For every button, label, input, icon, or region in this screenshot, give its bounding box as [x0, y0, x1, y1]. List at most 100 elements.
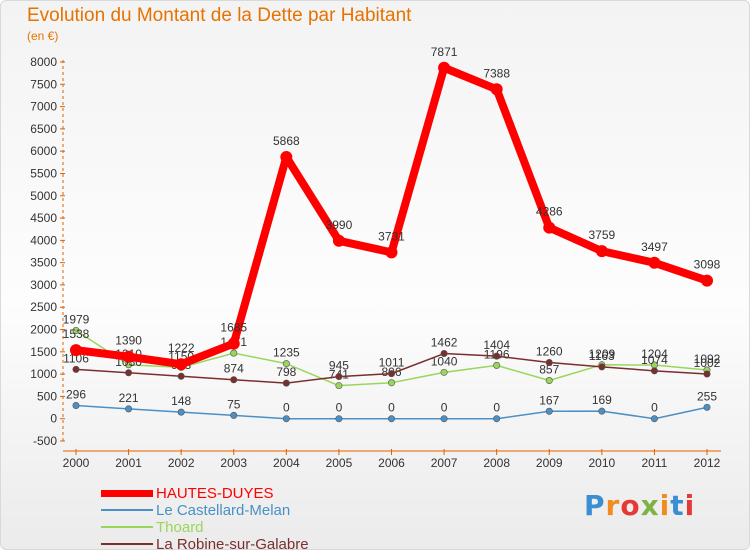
- data-label-le-castellard-melan: 0: [283, 401, 290, 415]
- data-label-hautes-duyes: 3759: [588, 228, 615, 242]
- data-label-la-robine-sur-galabre: 874: [224, 362, 244, 376]
- data-label-hautes-duyes: 3497: [641, 240, 668, 254]
- data-label-hautes-duyes: 3990: [326, 218, 353, 232]
- data-point-la-robine-sur-galabre: [493, 352, 501, 360]
- data-point-la-robine-sur-galabre: [282, 379, 290, 387]
- x-tick-label: 2009: [536, 456, 563, 470]
- data-point-hautes-duyes: [648, 256, 661, 269]
- data-point-le-castellard-melan: [703, 403, 711, 411]
- data-label-la-robine-sur-galabre: 1011: [379, 356, 405, 370]
- x-tick-label: 2000: [63, 456, 90, 470]
- data-point-la-robine-sur-galabre: [177, 372, 185, 380]
- y-tick-label: 3000: [30, 278, 57, 292]
- data-label-la-robine-sur-galabre: 1462: [431, 336, 458, 350]
- legend: HAUTES-DUYES Le Castellard-Melan Thoard …: [101, 485, 401, 550]
- data-label-hautes-duyes: 1538: [63, 327, 90, 341]
- legend-item-hautes-duyes[interactable]: HAUTES-DUYES: [101, 485, 401, 502]
- data-label-la-robine-sur-galabre: 798: [276, 365, 296, 379]
- data-point-hautes-duyes: [227, 337, 240, 350]
- data-label-thoard: 1204: [641, 347, 668, 361]
- data-point-hautes-duyes: [438, 61, 451, 74]
- y-tick-label: -500: [33, 434, 57, 448]
- data-point-la-robine-sur-galabre: [387, 370, 395, 378]
- data-label-hautes-duyes: 5868: [273, 134, 300, 148]
- y-tick-label: 2000: [30, 323, 57, 337]
- data-label-le-castellard-melan: 0: [651, 401, 658, 415]
- y-tick-label: 5000: [30, 189, 57, 203]
- data-label-thoard: 1040: [431, 354, 458, 368]
- legend-item-le-castellard-melan[interactable]: Le Castellard-Melan: [101, 502, 401, 519]
- data-point-thoard: [387, 379, 395, 387]
- logo-letter: i: [684, 489, 696, 522]
- data-point-le-castellard-melan: [493, 415, 501, 423]
- data-point-le-castellard-melan: [387, 415, 395, 423]
- data-point-hautes-duyes: [122, 350, 135, 363]
- data-label-thoard: 1092: [694, 352, 721, 366]
- y-tick-label: 7500: [30, 77, 57, 91]
- data-label-hautes-duyes: 3098: [694, 258, 721, 272]
- data-label-le-castellard-melan: 169: [592, 393, 612, 407]
- logo-letter: o: [620, 489, 641, 522]
- x-tick-label: 2003: [220, 456, 247, 470]
- data-label-hautes-duyes: 1390: [115, 334, 142, 348]
- legend-label-le-castellard-melan: Le Castellard-Melan: [156, 502, 291, 519]
- data-label-la-robine-sur-galabre: 1074: [641, 353, 668, 367]
- data-label-thoard: 1979: [63, 312, 90, 326]
- data-label-la-robine-sur-galabre: 1002: [694, 356, 721, 370]
- data-label-le-castellard-melan: 167: [539, 393, 559, 407]
- data-point-thoard: [282, 360, 290, 368]
- data-label-la-robine-sur-galabre: 1404: [483, 338, 510, 352]
- data-point-la-robine-sur-galabre: [598, 363, 606, 371]
- y-tick-label: 3500: [30, 256, 57, 270]
- legend-swatch-le-castellard-melan: [101, 509, 153, 511]
- legend-item-thoard[interactable]: Thoard: [101, 519, 401, 536]
- data-label-la-robine-sur-galabre: 945: [329, 359, 349, 373]
- data-label-hautes-duyes: 1222: [168, 341, 195, 355]
- x-tick-label: 2005: [326, 456, 353, 470]
- data-point-la-robine-sur-galabre: [545, 359, 553, 367]
- data-point-hautes-duyes: [701, 274, 713, 287]
- y-tick-label: 2500: [30, 300, 57, 314]
- logo-letter: P: [584, 489, 606, 522]
- data-label-le-castellard-melan: 75: [227, 397, 241, 411]
- data-label-le-castellard-melan: 0: [493, 401, 500, 415]
- chart-subtitle: (en €): [27, 29, 59, 43]
- y-tick-label: 500: [37, 389, 57, 403]
- data-label-la-robine-sur-galabre: 1163: [589, 349, 615, 363]
- data-point-la-robine-sur-galabre: [335, 373, 343, 381]
- x-tick-label: 2008: [483, 456, 510, 470]
- data-point-la-robine-sur-galabre: [650, 367, 658, 375]
- y-tick-label: 0: [50, 412, 57, 426]
- data-point-la-robine-sur-galabre: [125, 369, 133, 377]
- data-point-la-robine-sur-galabre: [440, 350, 448, 358]
- data-label-hautes-duyes: 7388: [483, 66, 510, 80]
- data-label-thoard: 1209: [588, 347, 615, 361]
- data-point-hautes-duyes: [70, 344, 82, 357]
- data-point-hautes-duyes: [385, 246, 398, 259]
- data-point-hautes-duyes: [543, 221, 556, 234]
- legend-item-la-robine-sur-galabre[interactable]: La Robine-sur-Galabre: [101, 536, 401, 550]
- data-point-hautes-duyes: [175, 358, 188, 371]
- data-point-le-castellard-melan: [650, 415, 658, 423]
- x-tick-label: 2010: [588, 456, 615, 470]
- y-tick-label: 6500: [30, 122, 57, 136]
- logo-letter: r: [605, 489, 621, 522]
- y-tick-label: 7000: [30, 100, 57, 114]
- y-tick-label: 4000: [30, 233, 57, 247]
- x-tick-label: 2011: [642, 456, 668, 470]
- data-label-hautes-duyes: 1685: [220, 321, 247, 335]
- x-tick-label: 2012: [694, 456, 721, 470]
- x-tick-label: 2002: [168, 456, 195, 470]
- y-tick-label: 6000: [30, 144, 57, 158]
- y-tick-label: 5500: [30, 166, 57, 180]
- legend-label-thoard: Thoard: [156, 519, 204, 536]
- data-point-thoard: [335, 382, 343, 390]
- data-label-hautes-duyes: 4286: [536, 205, 563, 219]
- data-label-thoard: 1235: [273, 346, 300, 360]
- legend-label-la-robine-sur-galabre: La Robine-sur-Galabre: [156, 536, 309, 550]
- data-point-thoard: [230, 349, 238, 357]
- proxiti-logo: Proxiti: [584, 489, 695, 522]
- data-point-la-robine-sur-galabre: [703, 370, 711, 378]
- legend-swatch-la-robine-sur-galabre: [101, 543, 153, 545]
